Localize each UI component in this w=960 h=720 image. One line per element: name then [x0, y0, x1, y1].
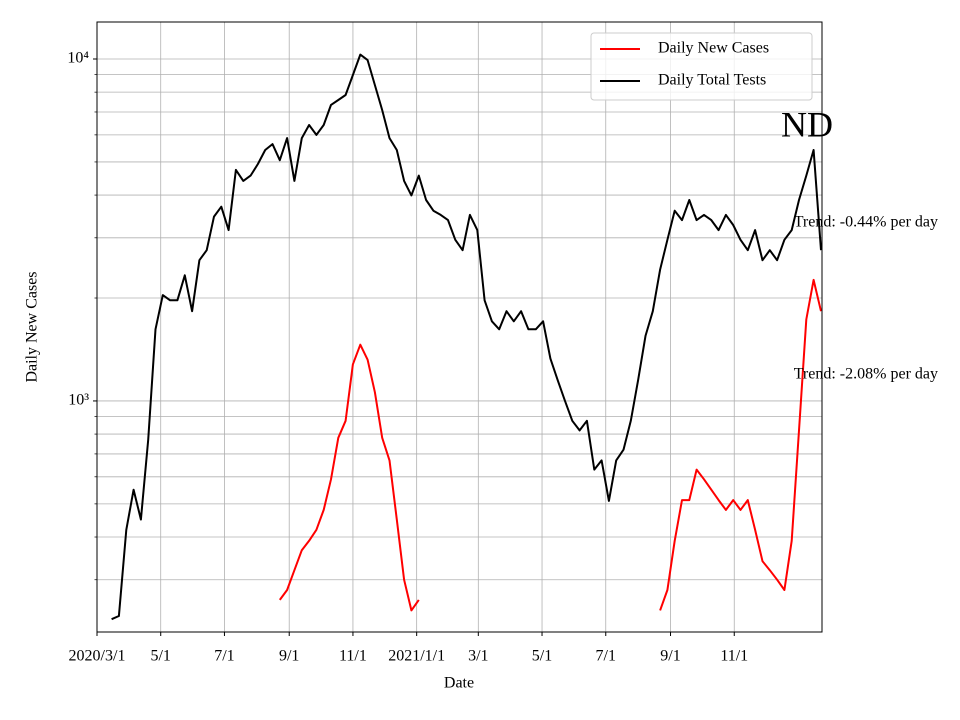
- x-tick-label: 9/1: [279, 648, 299, 665]
- y-tick-label: 10³: [68, 392, 89, 409]
- x-tick-label: 9/1: [660, 648, 680, 665]
- x-tick-label: 5/1: [150, 648, 170, 665]
- series-line: [111, 53, 822, 621]
- series-line: [278, 278, 822, 612]
- x-tick-label: 2021/1/1: [388, 648, 445, 665]
- x-tick-label: 7/1: [596, 648, 616, 665]
- plot-frame: [96, 21, 823, 633]
- x-tick-label: 11/1: [339, 648, 367, 665]
- legend-box: [590, 32, 813, 101]
- plot-area: [111, 53, 822, 621]
- x-tick-label: 3/1: [468, 648, 488, 665]
- x-tick-label: 5/1: [532, 648, 552, 665]
- legend-label: Daily Total Tests: [658, 72, 766, 89]
- x-tick-label: 7/1: [214, 648, 234, 665]
- annotation: Trend: -0.44% per day: [794, 214, 938, 231]
- y-axis-label: Daily New Cases: [24, 271, 41, 382]
- legend-label: Daily New Cases: [658, 40, 769, 57]
- annotation: ND: [781, 104, 833, 144]
- annotation: Trend: -2.08% per day: [794, 366, 938, 383]
- x-axis-label: Date: [444, 675, 474, 692]
- y-tick-label: 10⁴: [67, 50, 89, 67]
- x-tick-label: 2020/3/1: [69, 648, 126, 665]
- x-tick-label: 11/1: [720, 648, 748, 665]
